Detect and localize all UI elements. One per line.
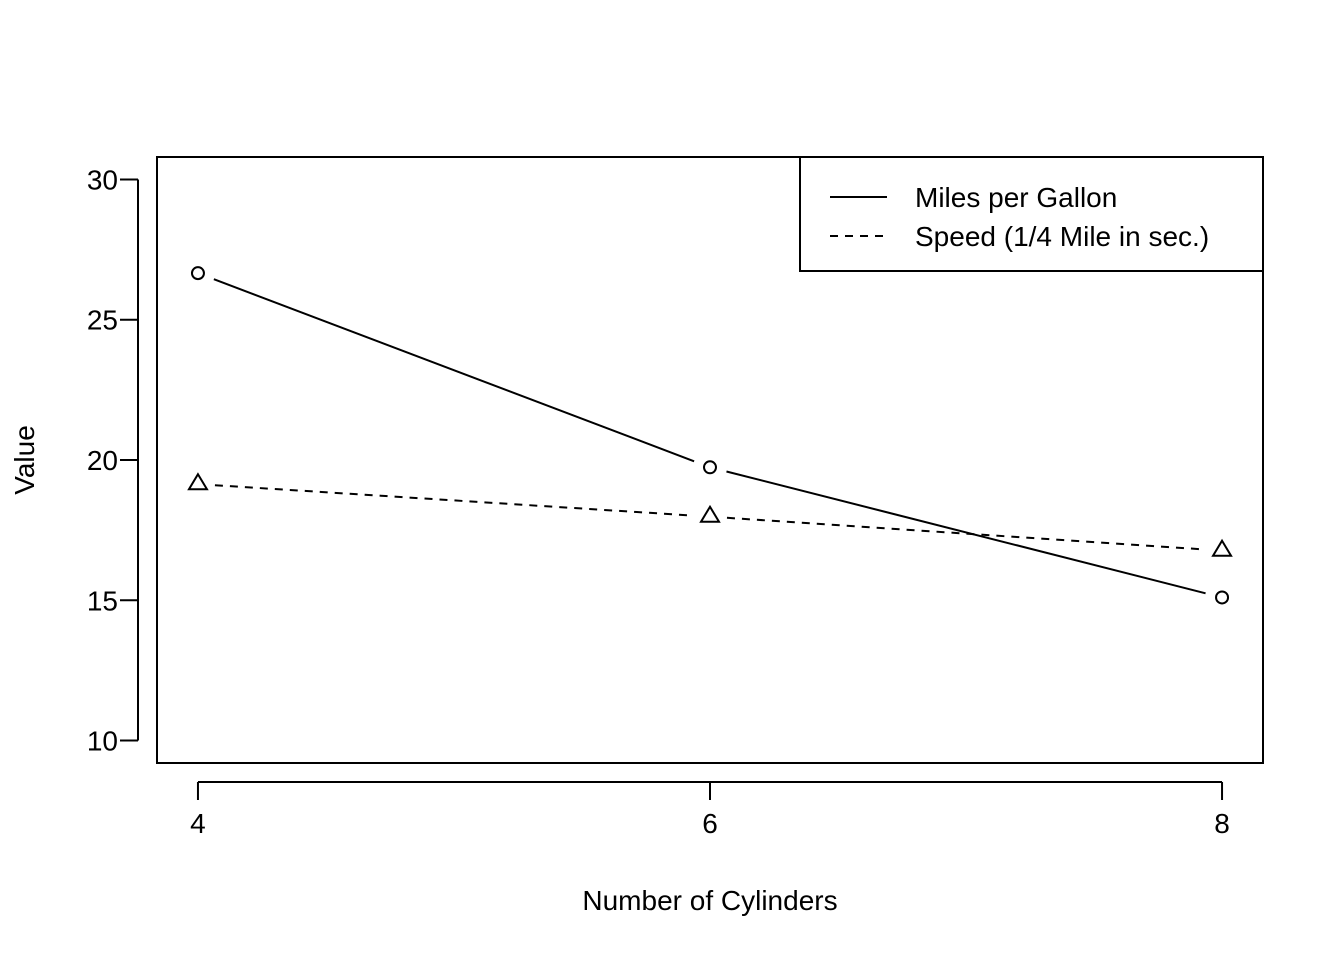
y-tick-label-30: 30 <box>87 164 118 195</box>
series-0-point-2 <box>1215 590 1230 605</box>
y-tick-label-10: 10 <box>87 726 118 757</box>
x-tick-label-6: 6 <box>702 808 718 839</box>
x-axis: 4 6 8 <box>190 781 1230 839</box>
legend-label-mpg: Miles per Gallon <box>915 182 1117 213</box>
plot-frame <box>156 156 1264 764</box>
legend-box <box>799 156 1264 272</box>
legend-label-speed: Speed (1/4 Mile in sec.) <box>915 221 1209 252</box>
series-1-point-1 <box>699 504 721 523</box>
series-1-segment-1 <box>726 516 1206 551</box>
x-tick-label-8: 8 <box>1214 808 1230 839</box>
y-tick-label-20: 20 <box>87 445 118 476</box>
y-tick-label-15: 15 <box>87 585 118 616</box>
y-axis: 10 15 20 25 30 <box>87 164 139 757</box>
x-axis-title: Number of Cylinders <box>582 885 837 916</box>
series-1-segment-0 <box>214 484 694 517</box>
series-1-point-0 <box>187 472 209 491</box>
series-0-point-0 <box>190 266 205 281</box>
series-0-segment-0 <box>213 278 695 463</box>
series-0-point-1 <box>703 460 717 475</box>
y-axis-title: Value <box>9 425 40 495</box>
series-1 <box>187 472 1233 557</box>
x-tick-label-4: 4 <box>190 808 206 839</box>
series-layer <box>187 266 1233 605</box>
series-0 <box>190 266 1230 605</box>
legend: Miles per Gallon Speed (1/4 Mile in sec.… <box>799 156 1264 272</box>
series-0-segment-1 <box>726 470 1206 595</box>
y-tick-label-25: 25 <box>87 305 118 336</box>
series-1-point-2 <box>1211 538 1233 557</box>
